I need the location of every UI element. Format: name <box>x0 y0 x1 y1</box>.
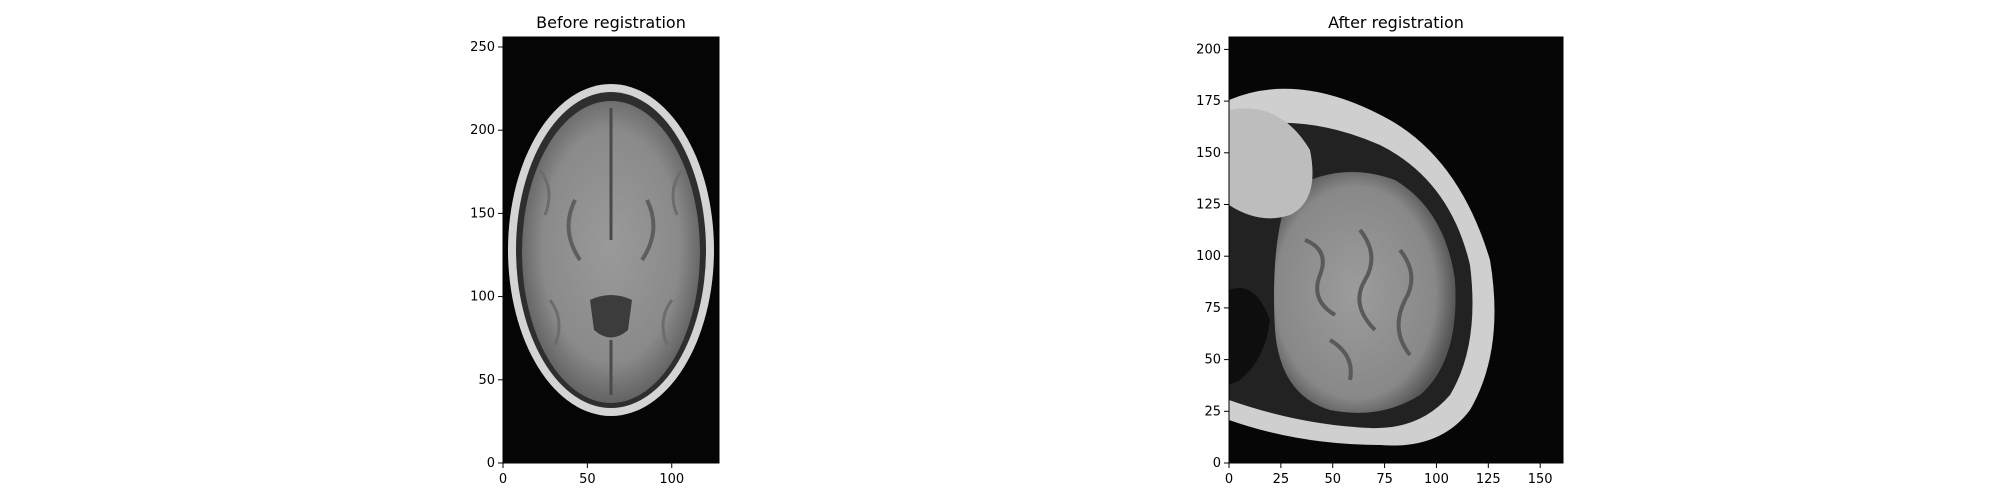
panel-before-title: Before registration <box>536 13 686 32</box>
panel-after-title: After registration <box>1328 13 1464 32</box>
panel-after-image <box>1229 37 1563 463</box>
x-tick-label: 150 <box>1528 472 1553 487</box>
y-tick-label: 150 <box>1196 146 1221 161</box>
y-tick-label: 0 <box>1213 456 1221 471</box>
y-tick-label: 25 <box>1204 404 1221 419</box>
x-tick-label: 125 <box>1476 472 1501 487</box>
y-tick-label: 200 <box>1196 42 1221 57</box>
y-tick-label: 50 <box>1204 353 1221 368</box>
x-tick-label: 75 <box>1376 472 1393 487</box>
x-tick-label: 0 <box>1225 472 1233 487</box>
y-tick-label: 175 <box>1196 94 1221 109</box>
y-tick-label: 75 <box>1204 301 1221 316</box>
x-tick-label: 0 <box>499 472 507 487</box>
x-tick-label: 25 <box>1273 472 1290 487</box>
y-tick-label: 150 <box>470 206 495 221</box>
panel-before-image <box>503 37 719 463</box>
panel-before-frame <box>502 36 720 464</box>
x-tick-label: 100 <box>659 472 684 487</box>
panel-after-y-axis: 0 25 50 75 100 125 150 175 200 <box>1196 42 1229 471</box>
panel-after: After registration 0 25 50 75 100 125 150 0 25 5… <box>1196 13 1564 487</box>
x-tick-label: 100 <box>1424 472 1449 487</box>
y-tick-label: 250 <box>470 40 495 55</box>
y-tick-label: 50 <box>478 373 495 388</box>
y-tick-label: 100 <box>1196 249 1221 264</box>
x-tick-label: 50 <box>579 472 596 487</box>
y-tick-label: 125 <box>1196 198 1221 213</box>
x-tick-label: 50 <box>1324 472 1341 487</box>
panel-before: Before registration 0 50 100 0 50 100 150 200 2… <box>470 13 720 487</box>
y-tick-label: 0 <box>487 456 495 471</box>
y-tick-label: 200 <box>470 123 495 138</box>
panel-before-y-axis: 0 50 100 150 200 250 <box>470 40 503 471</box>
panel-before-x-axis: 0 50 100 <box>499 463 684 487</box>
panel-after-frame <box>1228 36 1564 464</box>
y-tick-label: 100 <box>470 290 495 305</box>
panel-after-x-axis: 0 25 50 75 100 125 150 <box>1225 463 1553 487</box>
